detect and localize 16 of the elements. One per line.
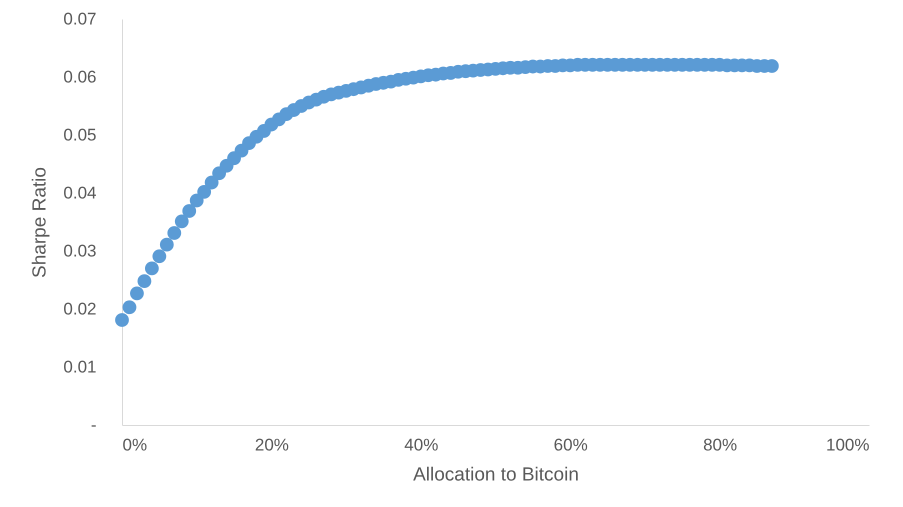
x-tick-label: 40% bbox=[404, 436, 438, 454]
y-tick-label: 0.06 bbox=[63, 68, 96, 86]
x-axis-title: Allocation to Bitcoin bbox=[413, 464, 579, 486]
y-tick-label: 0.02 bbox=[63, 300, 96, 318]
x-tick-label: 0% bbox=[122, 436, 148, 454]
x-tick-label: 60% bbox=[554, 436, 588, 454]
y-tick-label: 0.04 bbox=[63, 184, 96, 202]
x-tick-label: 20% bbox=[254, 436, 289, 454]
y-tick-label: 0.01 bbox=[63, 358, 96, 376]
y-axis-title: Sharpe Ratio bbox=[29, 167, 50, 278]
x-tick-label: 100% bbox=[826, 436, 870, 454]
y-tick-label: 0.05 bbox=[63, 126, 96, 144]
y-tick-label: - bbox=[90, 416, 96, 434]
x-tick-label: 80% bbox=[703, 436, 738, 454]
y-tick-label: 0.03 bbox=[63, 242, 96, 260]
y-tick-label: 0.07 bbox=[63, 10, 96, 28]
